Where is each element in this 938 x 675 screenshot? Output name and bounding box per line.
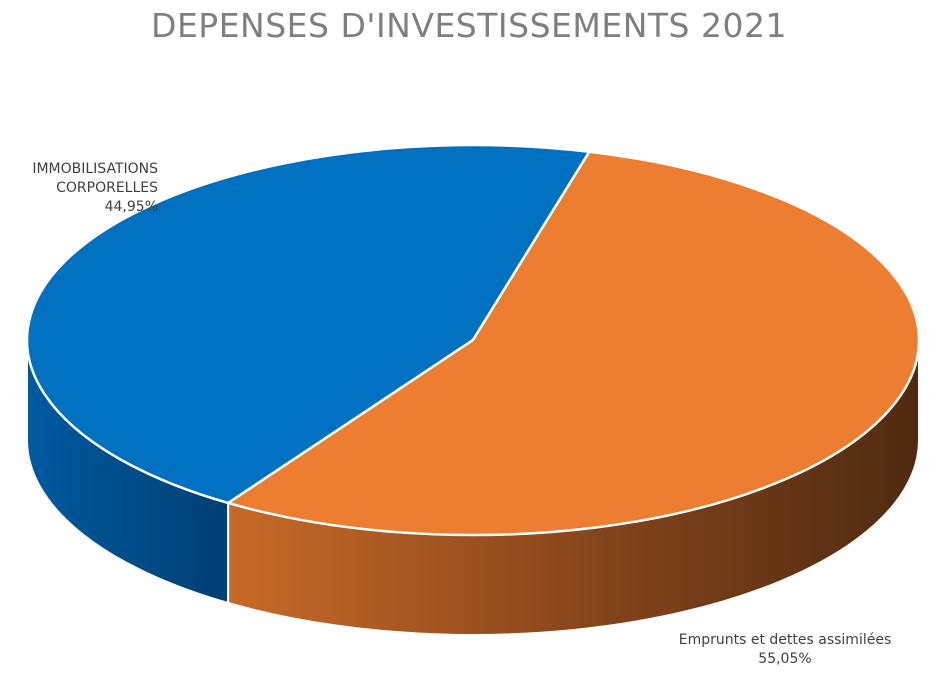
slice-value-label: 44,95% [104,199,158,215]
slice-value-label: 55,05% [758,651,812,667]
slice-label-line-1: Emprunts et dettes assimilées [678,632,892,648]
slice-label-emprunts: Emprunts et dettes assimilées 55,05% [640,631,930,669]
pie-slice-1 [226,150,921,537]
slice-label-immobilisations: IMMOBILISATIONS CORPORELLES 44,95% [0,160,158,217]
slice-label-line-1: IMMOBILISATIONS [32,161,158,177]
pie-slice-0 [25,143,591,505]
slice-label-line-2: CORPORELLES [56,180,158,196]
chart-title: DEPENSES D'INVESTISSEMENTS 2021 [151,6,787,45]
